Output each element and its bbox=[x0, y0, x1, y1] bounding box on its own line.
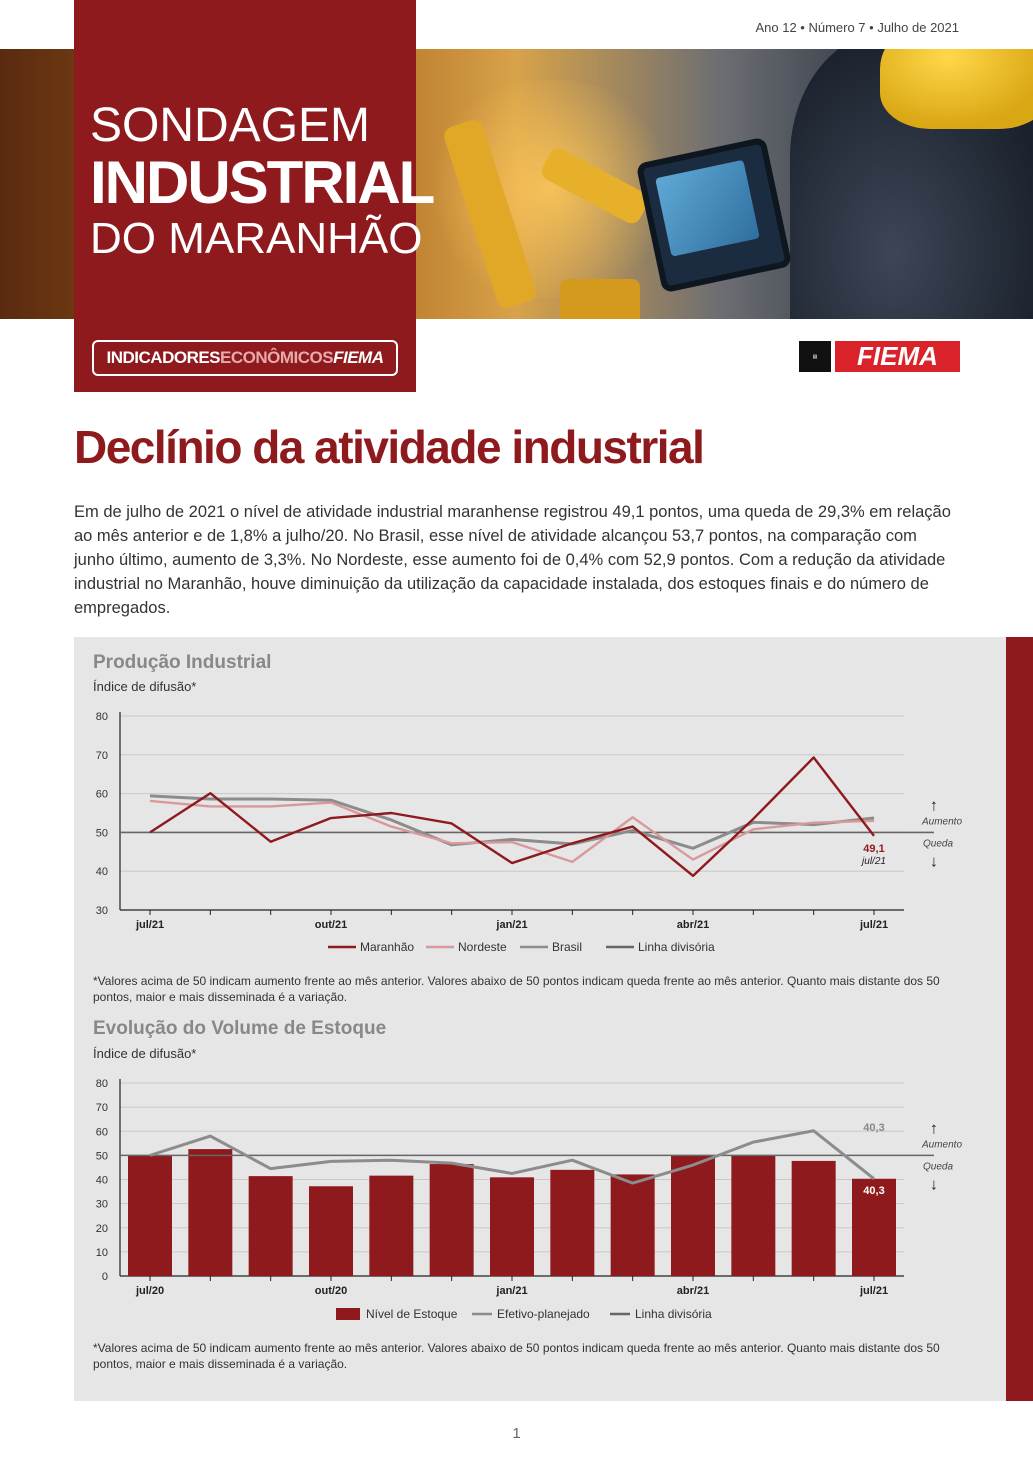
chart1-up-label: Aumento bbox=[921, 816, 962, 827]
stock-chart: 0 10 20 30 40 50 60 70 80 jul/20 out/20 jan/21 abr/2… bbox=[96, 1078, 963, 1321]
chart1-legend-label: Maranhão bbox=[360, 940, 414, 954]
chart2-bar bbox=[490, 1177, 534, 1276]
chart2-legend-label: Linha divisória bbox=[635, 1307, 712, 1321]
chart2-annotation-line: 40,3 bbox=[863, 1122, 884, 1134]
chart1-x-tick-label: out/21 bbox=[315, 919, 347, 931]
badge-part-3: FIEMA bbox=[333, 348, 384, 367]
chart2-y-tick-label: 70 bbox=[96, 1102, 108, 1114]
headline: Declínio da atividade industrial bbox=[74, 421, 705, 473]
chart2-legend-label: Efetivo-planejado bbox=[497, 1307, 590, 1321]
title-block: SONDAGEM INDUSTRIAL DO MARANHÃO INDICADO… bbox=[74, 0, 435, 392]
chart2-series-efetivo-planejado bbox=[149, 1129, 875, 1185]
chart2-bar bbox=[550, 1169, 595, 1276]
chart2-x-tick-label: out/20 bbox=[315, 1285, 347, 1297]
logo-emblem: ▤ bbox=[799, 341, 831, 372]
chart1-down-label: Queda bbox=[923, 838, 953, 849]
chart2-bar bbox=[188, 1149, 233, 1276]
chart2-y-tick-label: 60 bbox=[96, 1126, 108, 1138]
chart2-bar bbox=[791, 1160, 836, 1276]
chart1-y-tick-label: 70 bbox=[96, 750, 108, 762]
indicadores-badge: INDICADORES ECONÔMICOS FIEMA bbox=[92, 340, 398, 376]
chart2-y-tick-label: 50 bbox=[96, 1150, 108, 1162]
chart1-legend-label: Nordeste bbox=[458, 940, 507, 954]
chart2-legend-label: Nível de Estoque bbox=[366, 1307, 458, 1321]
chart2-x-tick-label: jul/20 bbox=[135, 1285, 164, 1297]
chart1-x-tick-label: jul/21 bbox=[859, 919, 888, 931]
title-line-1: SONDAGEM bbox=[90, 99, 371, 152]
chart1-x-tick-label: jan/21 bbox=[495, 919, 527, 931]
chart2-up-label: Aumento bbox=[921, 1139, 962, 1150]
chart1-legend-label: Brasil bbox=[552, 940, 582, 954]
chart2-bar bbox=[248, 1176, 293, 1276]
chart1-series-brasil bbox=[149, 794, 875, 850]
chart2-annotation-bar: 40,3 bbox=[863, 1185, 884, 1197]
title-line-3: DO MARANHÃO bbox=[90, 214, 423, 263]
chart2-down-label: Queda bbox=[923, 1161, 953, 1172]
chart1-y-tick-label: 40 bbox=[96, 866, 108, 878]
chart2-title: Evolução do Volume de Estoque bbox=[93, 1018, 387, 1039]
chart1-annotation-date: jul/21 bbox=[860, 856, 886, 867]
badge-part-2: ECONÔMICOS bbox=[220, 348, 334, 367]
chart1-x-tick-label: jul/21 bbox=[135, 919, 164, 931]
chart1-title: Produção Industrial bbox=[93, 652, 272, 673]
chart1-up-arrow-icon: ↑ bbox=[930, 797, 938, 814]
intro-paragraph: Em de julho de 2021 o nível de atividade… bbox=[74, 503, 951, 617]
chart2-bar bbox=[429, 1164, 474, 1276]
chart1-series-maranhao bbox=[149, 756, 875, 878]
chart2-y-tick-label: 30 bbox=[96, 1199, 108, 1211]
badge-part-1: INDICADORES bbox=[106, 348, 221, 367]
chart1-down-arrow-icon: ↓ bbox=[930, 853, 938, 870]
chart1-y-tick-label: 60 bbox=[96, 789, 108, 801]
chart1-y-tick-label: 30 bbox=[96, 905, 108, 917]
chart2-y-tick-label: 80 bbox=[96, 1078, 108, 1090]
chart2-x-tick-label: jul/21 bbox=[859, 1285, 888, 1297]
chart2-legend-swatch bbox=[336, 1308, 360, 1320]
chart1-y-tick-label: 50 bbox=[96, 827, 108, 839]
chart1-y-tick-label: 80 bbox=[96, 711, 108, 723]
chart2-bar bbox=[852, 1178, 896, 1276]
chart2-y-tick-label: 40 bbox=[96, 1175, 108, 1187]
chart2-bar bbox=[671, 1155, 715, 1276]
chart1-annotation-value: 49,1 bbox=[863, 843, 884, 855]
title-line-2: INDUSTRIAL bbox=[90, 149, 435, 216]
chart1-x-tick-label: abr/21 bbox=[677, 919, 709, 931]
production-chart: 30 40 50 60 70 80 jul/21 out/21 jan/21 abr/21 jul/… bbox=[96, 711, 963, 954]
chart2-down-arrow-icon: ↓ bbox=[930, 1176, 938, 1193]
chart2-x-tick-label: jan/21 bbox=[495, 1285, 527, 1297]
fiema-logo: ▤ FIEMA bbox=[799, 341, 960, 372]
side-bar bbox=[1006, 637, 1033, 1401]
chart1-legend-label: Linha divisória bbox=[638, 940, 715, 954]
issue-info: Ano 12 • Número 7 • Julho de 2021 bbox=[755, 20, 959, 35]
chart1-series-nordeste bbox=[149, 799, 875, 864]
chart2-y-tick-label: 10 bbox=[96, 1247, 108, 1259]
chart2-bar bbox=[128, 1155, 172, 1276]
logo-word: FIEMA bbox=[835, 341, 960, 372]
page-number: 1 bbox=[512, 1425, 521, 1442]
chart2-bar bbox=[369, 1175, 414, 1276]
chart1-subtitle: Índice de difusão* bbox=[93, 679, 197, 694]
chart2-y-tick-label: 20 bbox=[96, 1223, 108, 1235]
chart2-bar bbox=[610, 1174, 655, 1276]
chart2-y-tick-label: 0 bbox=[102, 1271, 108, 1283]
chart1-note: *Valores acima de 50 indicam aumento fre… bbox=[93, 974, 940, 1004]
chart2-up-arrow-icon: ↑ bbox=[930, 1120, 938, 1137]
chart2-bar bbox=[731, 1155, 776, 1276]
chart2-bar bbox=[309, 1186, 353, 1276]
chart2-subtitle: Índice de difusão* bbox=[93, 1046, 197, 1061]
chart2-x-tick-label: abr/21 bbox=[677, 1285, 709, 1297]
chart2-note: *Valores acima de 50 indicam aumento fre… bbox=[93, 1341, 940, 1371]
